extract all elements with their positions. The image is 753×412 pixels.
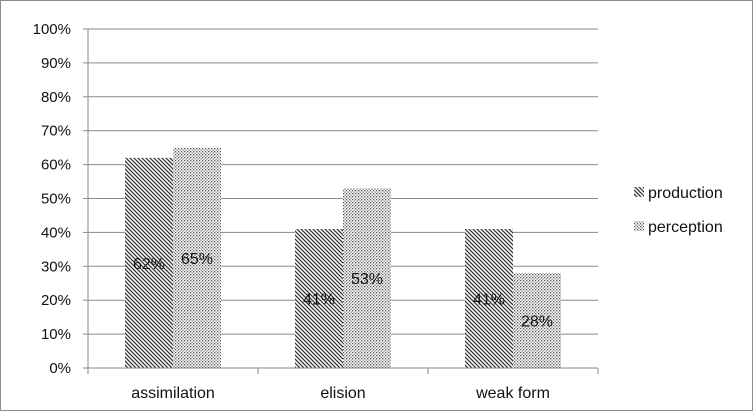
bar-perception <box>343 188 391 368</box>
data-label: 65% <box>181 251 213 268</box>
y-tick-label: 0% <box>49 360 71 377</box>
y-tick-label: 40% <box>41 224 71 241</box>
legend-label: production <box>648 185 723 202</box>
data-label: 41% <box>303 292 335 309</box>
y-tick-label: 70% <box>41 123 71 140</box>
legend-label: perception <box>648 219 723 236</box>
legend-swatch-production <box>634 187 644 197</box>
data-label: 28% <box>521 314 553 331</box>
y-tick-label: 50% <box>41 191 71 208</box>
y-tick-label: 90% <box>41 55 71 72</box>
bars <box>125 147 561 368</box>
y-tick-label: 60% <box>41 157 71 174</box>
data-labels: 62% 65% 41% 53% 41% 28% <box>133 251 553 331</box>
x-tick-label: weak form <box>475 385 550 402</box>
y-tick-label: 80% <box>41 89 71 106</box>
bar-production <box>295 229 343 368</box>
y-tick-label: 100% <box>33 21 71 38</box>
data-label: 62% <box>133 256 165 273</box>
bar-perception <box>513 273 561 368</box>
legend-swatch-perception <box>634 221 644 231</box>
x-tick-label: assimilation <box>131 385 215 402</box>
bar-production <box>465 229 513 368</box>
bar-perception <box>173 147 221 368</box>
legend: production perception <box>634 185 723 236</box>
bar-production <box>125 157 173 368</box>
y-tick-label: 10% <box>41 326 71 343</box>
y-tick-label: 30% <box>41 258 71 275</box>
data-label: 53% <box>351 271 383 288</box>
y-tick-label: 20% <box>41 292 71 309</box>
x-tick-label: elision <box>320 385 365 402</box>
data-label: 41% <box>473 292 505 309</box>
axes: 0% 10% 20% 30% 40% 50% 60% 70% 80% 90% 100% assimil… <box>33 21 599 402</box>
